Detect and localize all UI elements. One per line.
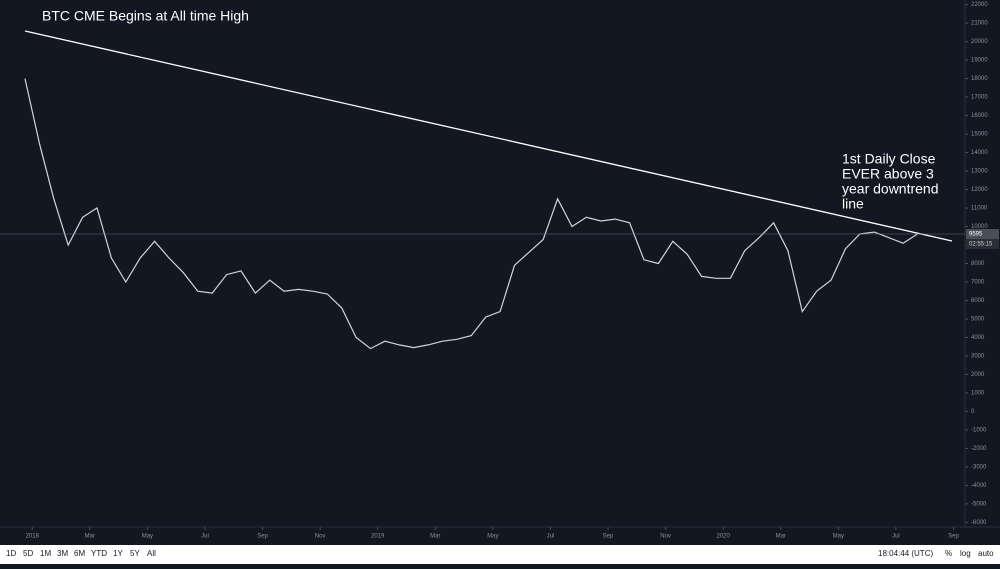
x-tick-label: May [833, 534, 844, 540]
x-tick-label: Sep [948, 534, 959, 540]
y-tick-label: 10000 [971, 224, 988, 230]
range-button[interactable]: 3M [57, 549, 68, 558]
x-tick-label: Jul [547, 534, 555, 540]
y-tick-label: 6000 [971, 298, 985, 304]
range-button[interactable]: 1D [6, 549, 16, 558]
x-tick-label: Sep [603, 534, 614, 540]
x-tick-label: 2019 [371, 534, 385, 540]
y-tick-label: 21000 [971, 21, 988, 27]
y-tick-label: 5000 [971, 317, 985, 323]
range-button[interactable]: 1M [40, 549, 51, 558]
annotation: line [842, 196, 864, 212]
y-tick-label: -5000 [971, 501, 987, 507]
y-tick-label: -1000 [971, 427, 987, 433]
toolbar-option[interactable]: % [945, 549, 952, 558]
toolbar-option[interactable]: log [960, 549, 971, 558]
annotation: EVER above 3 [842, 166, 934, 182]
x-tick-label: May [142, 534, 153, 540]
x-tick-label: Mar [430, 534, 440, 540]
y-tick-label: 15000 [971, 132, 988, 138]
last-price-label: 9595 [969, 232, 983, 238]
annotation: year downtrend [842, 181, 939, 197]
annotation: BTC CME Begins at All time High [42, 8, 249, 24]
range-button[interactable]: All [147, 549, 156, 558]
y-tick-label: 4000 [971, 335, 985, 341]
last-price-tag [966, 229, 999, 240]
y-tick-label: 16000 [971, 113, 988, 119]
range-button[interactable]: 6M [74, 549, 85, 558]
annotation: 1st Daily Close [842, 151, 936, 167]
x-tick-label: Mar [85, 534, 95, 540]
y-tick-label: 1000 [971, 391, 985, 397]
y-tick-label: 22000 [971, 2, 988, 8]
x-tick-label: Jul [892, 534, 900, 540]
x-tick-label: Jul [201, 534, 209, 540]
y-tick-label: 17000 [971, 95, 988, 101]
y-tick-label: -6000 [971, 520, 987, 526]
y-tick-label: 18000 [971, 76, 988, 82]
x-tick-label: Nov [660, 534, 671, 540]
y-tick-label: -3000 [971, 464, 987, 470]
x-tick-label: 2020 [716, 534, 730, 540]
range-button[interactable]: 5Y [130, 549, 140, 558]
y-tick-label: 12000 [971, 187, 988, 193]
range-button[interactable]: 5D [23, 549, 33, 558]
countdown-label: 02:55:15 [969, 242, 993, 248]
y-tick-label: 7000 [971, 280, 985, 286]
y-tick-label: 0 [971, 409, 975, 415]
y-tick-label: 14000 [971, 150, 988, 156]
trend-line [24, 30, 953, 242]
y-tick-label: -2000 [971, 446, 987, 452]
y-tick-label: -4000 [971, 483, 987, 489]
y-tick-label: 3000 [971, 354, 985, 360]
x-tick-label: Sep [257, 534, 268, 540]
toolbar-clock: 18:04:44 (UTC) [878, 549, 933, 558]
toolbar-option[interactable]: auto [978, 549, 994, 558]
y-tick-label: 20000 [971, 39, 988, 45]
x-tick-label: May [487, 534, 498, 540]
y-tick-label: 19000 [971, 58, 988, 64]
x-tick-label: 2018 [26, 534, 40, 540]
range-button[interactable]: YTD [91, 549, 107, 558]
y-tick-label: 11000 [971, 206, 988, 212]
y-tick-label: 13000 [971, 169, 988, 175]
price-line [24, 78, 918, 350]
y-tick-label: 8000 [971, 261, 985, 267]
x-tick-label: Mar [776, 534, 786, 540]
x-tick-label: Nov [315, 534, 326, 540]
toolbar [0, 545, 1000, 564]
range-button[interactable]: 1Y [113, 549, 123, 558]
countdown-tag [966, 239, 999, 250]
y-tick-label: 2000 [971, 372, 985, 378]
